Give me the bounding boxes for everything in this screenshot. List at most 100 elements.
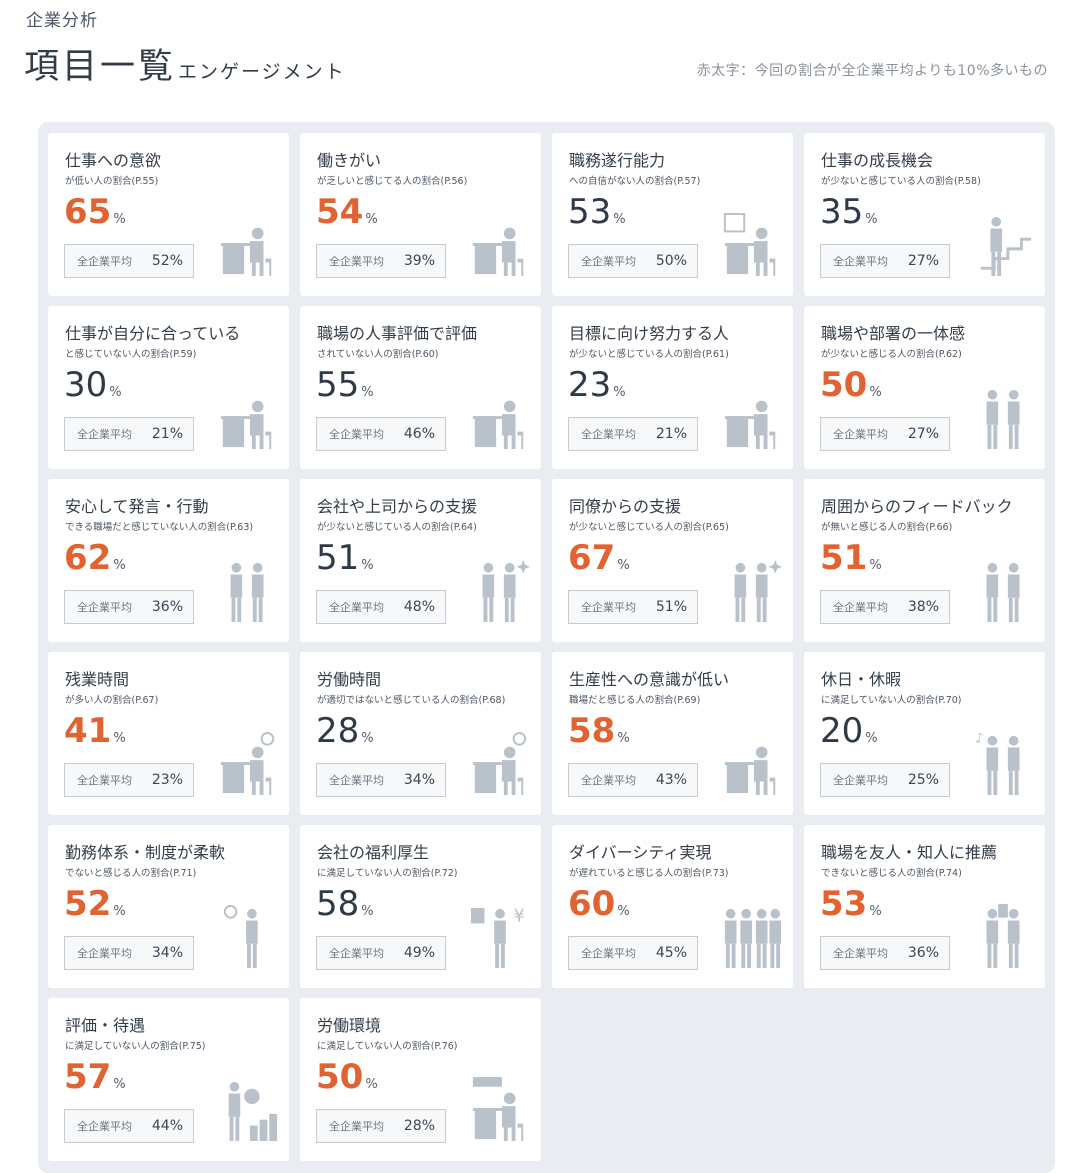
average-box: 全企業平均 52% xyxy=(64,244,194,278)
card-value: 62% xyxy=(64,537,126,579)
metric-card: 勤務体系・制度が柔軟 でないと感じる人の割合(P.71) 52% 全企業平均 34% xyxy=(48,825,289,988)
value-number: 57 xyxy=(64,1057,112,1097)
value-number: 30 xyxy=(64,365,108,405)
card-title: 仕事への意欲 xyxy=(65,151,162,170)
average-label: 全企業平均 xyxy=(833,601,888,614)
average-value: 27% xyxy=(907,426,939,442)
card-subtitle: が乏しいと感じてる人の割合(P.56) xyxy=(317,176,468,187)
value-unit: % xyxy=(113,1077,126,1092)
average-label: 全企業平均 xyxy=(77,1120,132,1133)
average-label: 全企業平均 xyxy=(77,255,132,268)
average-label: 全企業平均 xyxy=(581,774,636,787)
worker-clock-icon xyxy=(217,901,279,973)
card-subtitle: が少ないと感じる人の割合(P.62) xyxy=(821,349,962,360)
metric-card: 働きがい が乏しいと感じてる人の割合(P.56) 54% 全企業平均 39% xyxy=(300,133,541,296)
value-number: 20 xyxy=(820,711,864,751)
metric-card: 仕事の成長機会 が少ないと感じている人の割合(P.58) 35% 全企業平均 27% xyxy=(804,133,1045,296)
average-label: 全企業平均 xyxy=(329,255,384,268)
average-label: 全企業平均 xyxy=(833,255,888,268)
value-unit: % xyxy=(617,904,630,919)
average-label: 全企業平均 xyxy=(833,774,888,787)
metric-card: 労働環境 に満足していない人の割合(P.76) 50% 全企業平均 28% xyxy=(300,998,541,1161)
value-unit: % xyxy=(361,385,374,400)
value-unit: % xyxy=(113,558,126,573)
card-value: 20% xyxy=(820,710,878,752)
average-box: 全企業平均 28% xyxy=(316,1109,446,1143)
average-value: 21% xyxy=(151,426,183,442)
value-unit: % xyxy=(113,904,126,919)
card-subtitle: への自信がない人の割合(P.57) xyxy=(569,176,701,187)
metric-card: 安心して発言・行動 できる職場だと感じていない人の割合(P.63) 62% 全企業平均… xyxy=(48,479,289,642)
metric-card: 労働時間 が適切ではないと感じている人の割合(P.68) 28% 全企業平均 34% xyxy=(300,652,541,815)
card-title: 職場の人事評価で評価 xyxy=(317,324,478,343)
value-number: 23 xyxy=(568,365,612,405)
value-number: 58 xyxy=(316,884,360,924)
value-unit: % xyxy=(613,212,626,227)
value-number: 54 xyxy=(316,192,364,232)
metric-card: 残業時間 が多い人の割合(P.67) 41% 全企業平均 23% xyxy=(48,652,289,815)
card-title: 職場を友人・知人に推薦 xyxy=(821,843,998,862)
average-box: 全企業平均 27% xyxy=(820,244,950,278)
worker-chart-icon xyxy=(721,209,783,281)
metric-card: 職場や部署の一体感 が少ないと感じる人の割合(P.62) 50% 全企業平均 27% xyxy=(804,306,1045,469)
value-unit: % xyxy=(113,212,126,227)
page-title-main: 項目一覧 xyxy=(24,47,177,87)
metric-card: 職場の人事評価で評価 されていない人の割合(P.60) 55% 全企業平均 46% xyxy=(300,306,541,469)
relaxing-worker-icon xyxy=(721,728,783,800)
average-value: 36% xyxy=(907,945,939,961)
card-title: 仕事が自分に合っている xyxy=(65,324,241,343)
card-title: 会社の福利厚生 xyxy=(317,843,430,862)
card-title: 職場や部署の一体感 xyxy=(821,324,966,343)
average-box: 全企業平均 50% xyxy=(568,244,698,278)
svg-text:¥: ¥ xyxy=(514,907,525,927)
average-box: 全企業平均 43% xyxy=(568,763,698,797)
value-number: 41 xyxy=(64,711,112,751)
card-value: 35% xyxy=(820,191,878,233)
card-title: 評価・待遇 xyxy=(65,1016,146,1035)
air-conditioner-desk-icon xyxy=(469,1074,531,1146)
welfare-yen-icon: ¥ xyxy=(469,901,531,973)
card-subtitle: と感じていない人の割合(P.59) xyxy=(65,349,197,360)
legend-note: 赤太字：今回の割合が全企業平均よりも10%多いもの xyxy=(696,63,1048,79)
average-box: 全企業平均 23% xyxy=(64,763,194,797)
metric-card: 目標に向け努力する人 が少ないと感じている人の割合(P.61) 23% 全企業平均 21… xyxy=(552,306,793,469)
average-value: 38% xyxy=(907,599,939,615)
card-title: 残業時間 xyxy=(65,670,130,689)
average-label: 全企業平均 xyxy=(329,1120,384,1133)
value-unit: % xyxy=(617,731,630,746)
average-label: 全企業平均 xyxy=(581,601,636,614)
value-number: 60 xyxy=(568,884,616,924)
average-box: 全企業平均 45% xyxy=(568,936,698,970)
average-value: 44% xyxy=(151,1118,183,1134)
average-label: 全企業平均 xyxy=(581,428,636,441)
value-number: 35 xyxy=(820,192,864,232)
card-title: 生産性への意識が低い xyxy=(569,670,730,689)
value-number: 28 xyxy=(316,711,360,751)
average-value: 52% xyxy=(151,253,183,269)
card-subtitle: できないと感じる人の割合(P.74) xyxy=(821,868,962,879)
card-subtitle: に満足していない人の割合(P.76) xyxy=(317,1041,458,1052)
card-title: 安心して発言・行動 xyxy=(65,497,209,516)
value-unit: % xyxy=(113,731,126,746)
card-subtitle: できる職場だと感じていない人の割合(P.63) xyxy=(65,522,254,533)
card-subtitle: が少ないと感じている人の割合(P.61) xyxy=(569,349,729,360)
frustrated-worker-icon xyxy=(469,209,531,281)
average-box: 全企業平均 21% xyxy=(568,417,698,451)
average-label: 全企業平均 xyxy=(77,428,132,441)
card-subtitle: が無いと感じる人の割合(P.66) xyxy=(821,522,953,533)
card-title: 会社や上司からの支援 xyxy=(317,497,478,516)
average-value: 36% xyxy=(151,599,183,615)
value-number: 53 xyxy=(820,884,868,924)
metric-card: 会社や上司からの支援 が少ないと感じている人の割合(P.64) 51% 全企業平均 48… xyxy=(300,479,541,642)
card-value: 58% xyxy=(568,710,630,752)
value-number: 55 xyxy=(316,365,360,405)
desk-clock-icon xyxy=(469,728,531,800)
average-value: 28% xyxy=(403,1118,435,1134)
value-number: 53 xyxy=(568,192,612,232)
value-number: 67 xyxy=(568,538,616,578)
card-value: 67% xyxy=(568,537,630,579)
overtime-clock-icon xyxy=(217,728,279,800)
card-subtitle: が遅れていると感じる人の割合(P.73) xyxy=(569,868,729,879)
metric-card: 生産性への意識が低い 職場だと感じる人の割合(P.69) 58% 全企業平均 43% xyxy=(552,652,793,815)
value-unit: % xyxy=(109,385,122,400)
